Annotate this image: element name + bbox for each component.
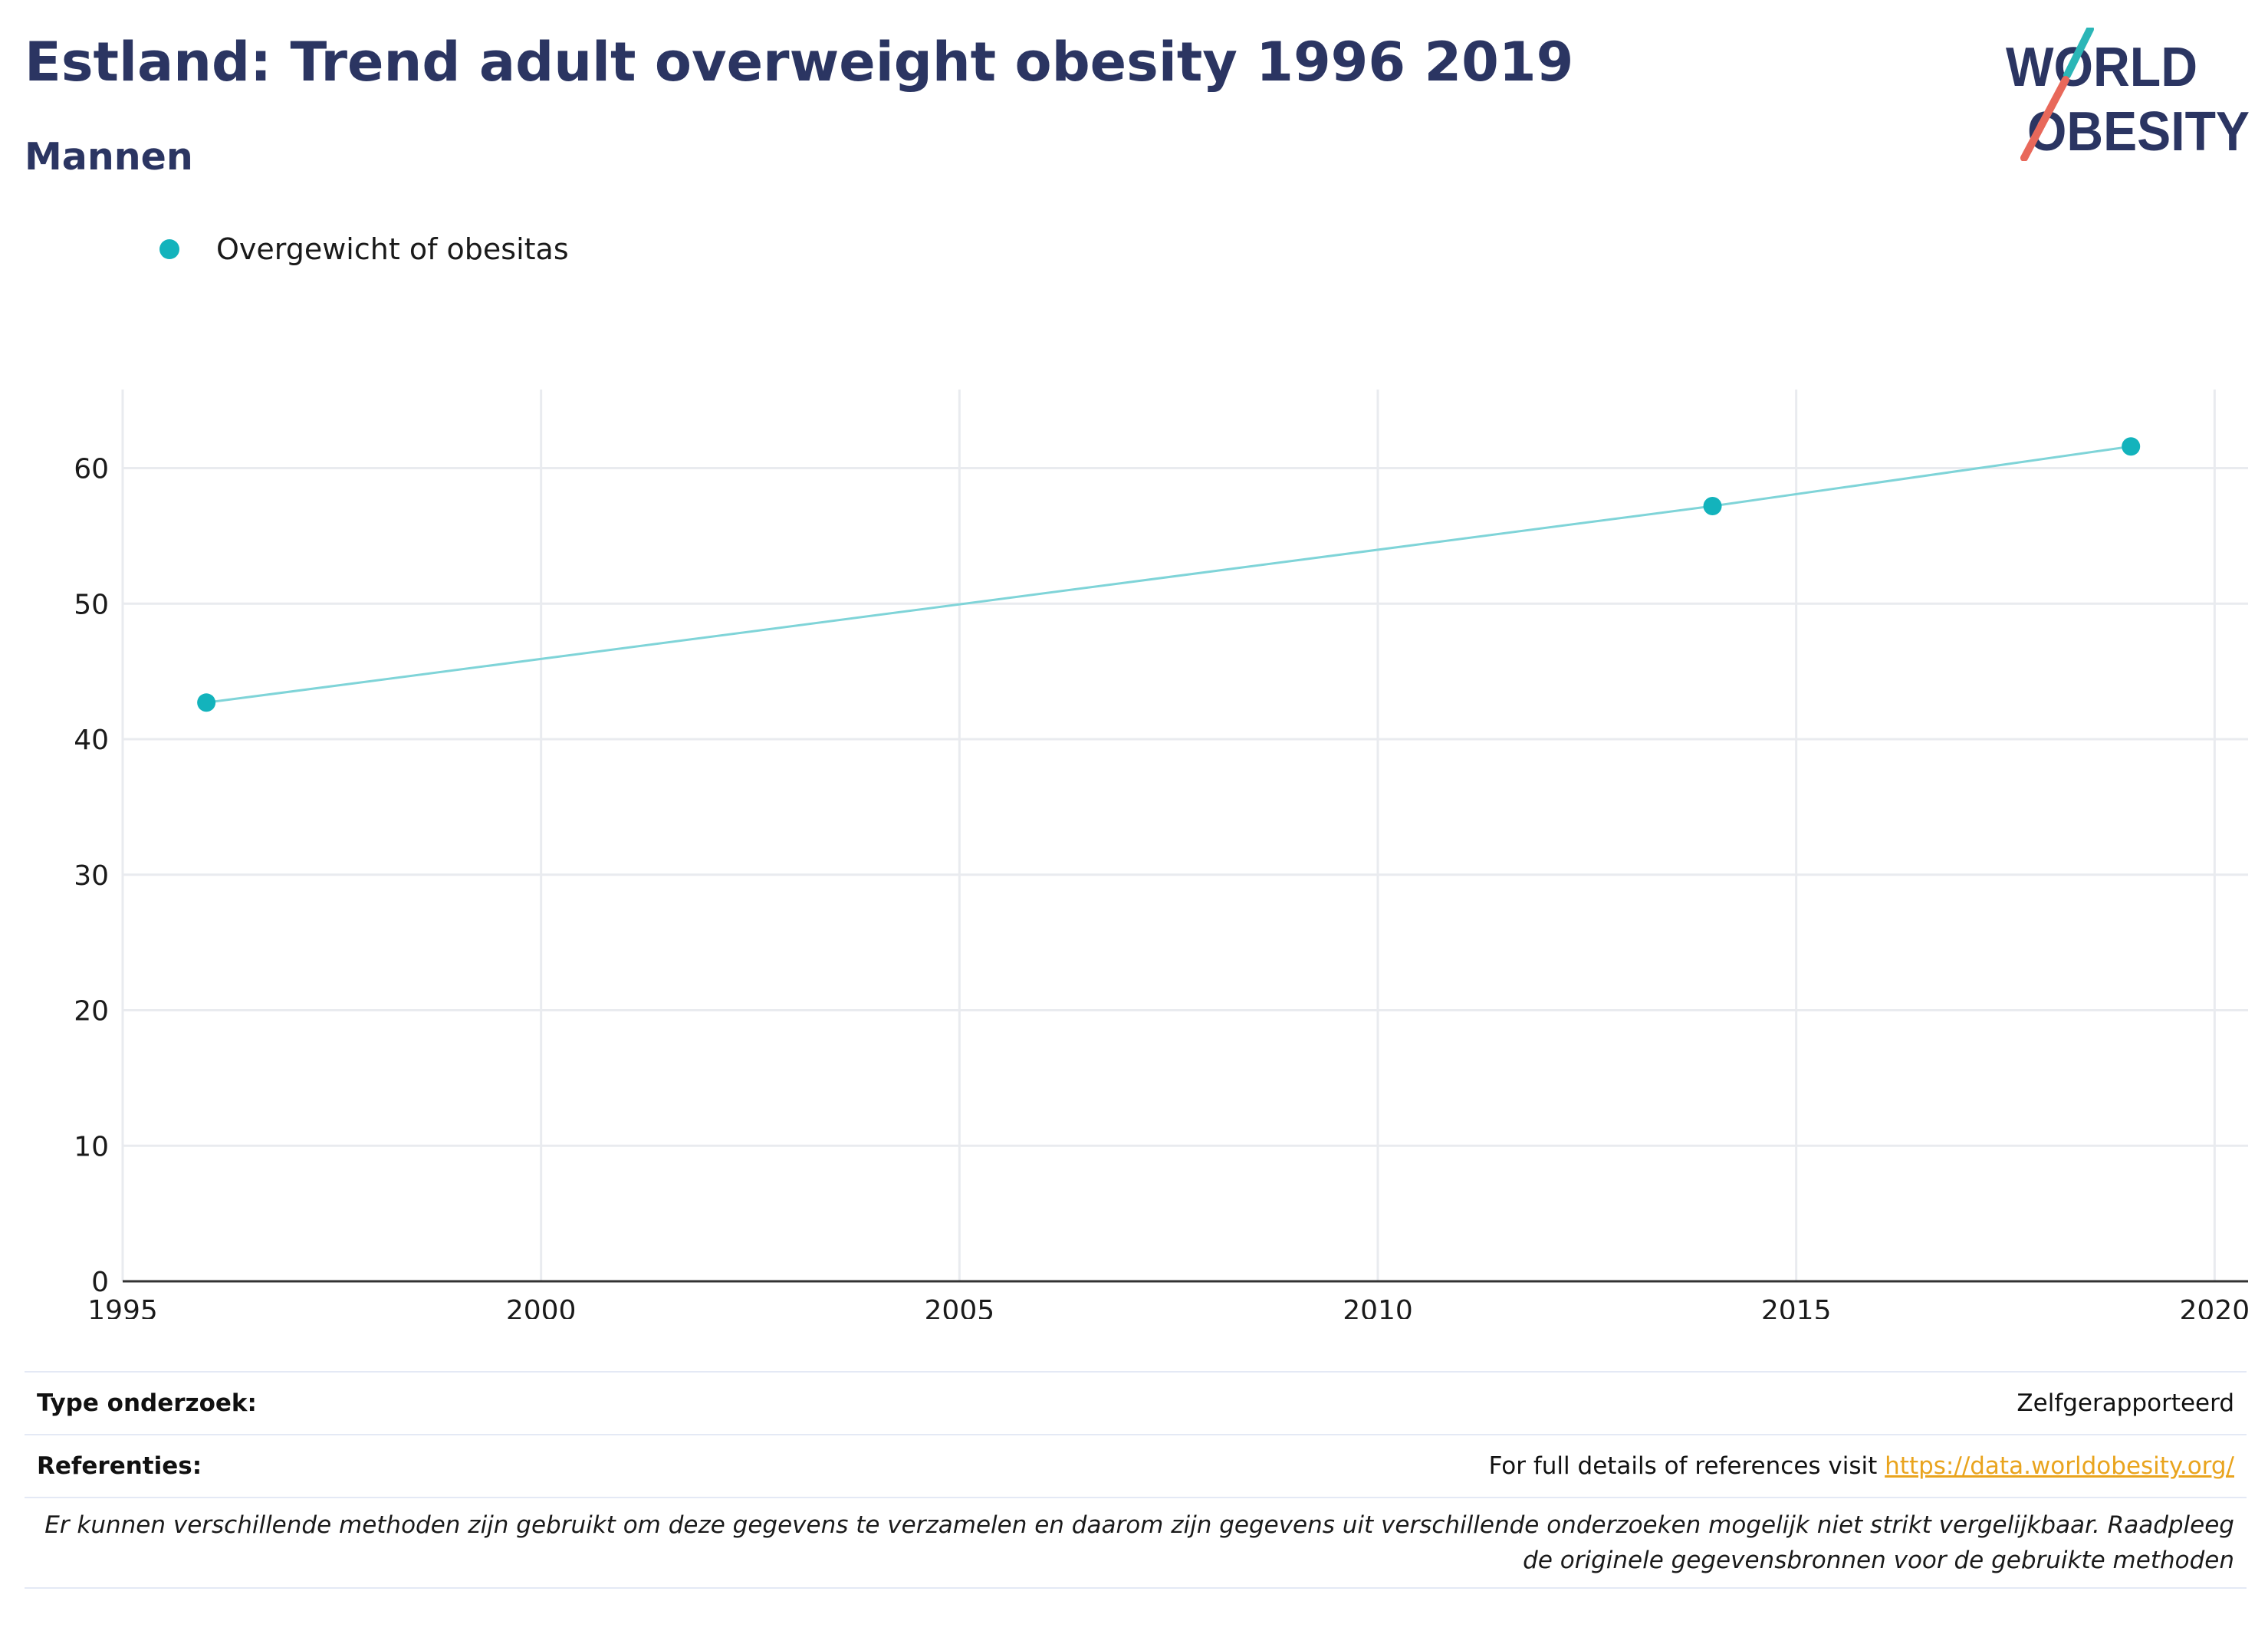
logo-line-1: WORLD — [2006, 37, 2197, 98]
x-tick-label: 2005 — [925, 1295, 995, 1319]
data-point — [1703, 497, 1722, 516]
legend-marker — [159, 239, 179, 259]
references-link[interactable]: https://data.worldobesity.org/ — [1885, 1452, 2234, 1480]
data-point — [2122, 437, 2141, 456]
page-title: Estland: Trend adult overweight obesity … — [25, 31, 1574, 94]
x-tick-label: 2010 — [1343, 1295, 1413, 1319]
chart-legend: Overgewicht of obesitas — [159, 230, 569, 268]
logo-line-2: OBESITY — [2027, 101, 2250, 161]
legend-label: Overgewicht of obesitas — [216, 232, 569, 266]
references-row: Referenties: For full details of referen… — [25, 1434, 2247, 1497]
references-value: For full details of references visit htt… — [1489, 1452, 2234, 1480]
series-line — [205, 445, 2132, 704]
world-obesity-logo: WORLD OBESITY — [2006, 28, 2250, 161]
logo-coral-slash — [2020, 76, 2069, 161]
page-subtitle: Mannen — [25, 135, 193, 179]
survey-type-value: Zelfgerapporteerd — [2017, 1389, 2234, 1417]
references-label: Referenties: — [37, 1452, 202, 1480]
x-tick-label: 2015 — [1761, 1295, 1832, 1319]
x-tick-label: 2000 — [506, 1295, 577, 1319]
survey-type-label: Type onderzoek: — [37, 1389, 257, 1417]
references-text: For full details of references visit — [1488, 1452, 1885, 1480]
survey-type-row: Type onderzoek: Zelfgerapporteerd — [25, 1371, 2247, 1434]
x-tick-label: 2020 — [2180, 1295, 2250, 1319]
y-tick-label: 50 — [74, 589, 109, 620]
y-tick-label: 30 — [74, 860, 109, 892]
methodology-note-text: Er kunnen verschillende methoden zijn ge… — [44, 1511, 2234, 1574]
y-tick-label: 0 — [91, 1267, 109, 1298]
data-point — [197, 693, 216, 712]
logo-teal-slash — [2063, 28, 2094, 79]
y-tick-label: 40 — [74, 725, 109, 756]
y-tick-label: 60 — [74, 454, 109, 485]
line-chart: 0 10 20 30 40 50 60 1995 2000 2005 2010 2015 2020 — [74, 390, 2250, 1319]
methodology-note: Er kunnen verschillende methoden zijn ge… — [25, 1497, 2247, 1589]
x-tick-label: 1995 — [87, 1295, 158, 1319]
y-tick-label: 10 — [74, 1131, 109, 1162]
y-tick-label: 20 — [74, 996, 109, 1027]
